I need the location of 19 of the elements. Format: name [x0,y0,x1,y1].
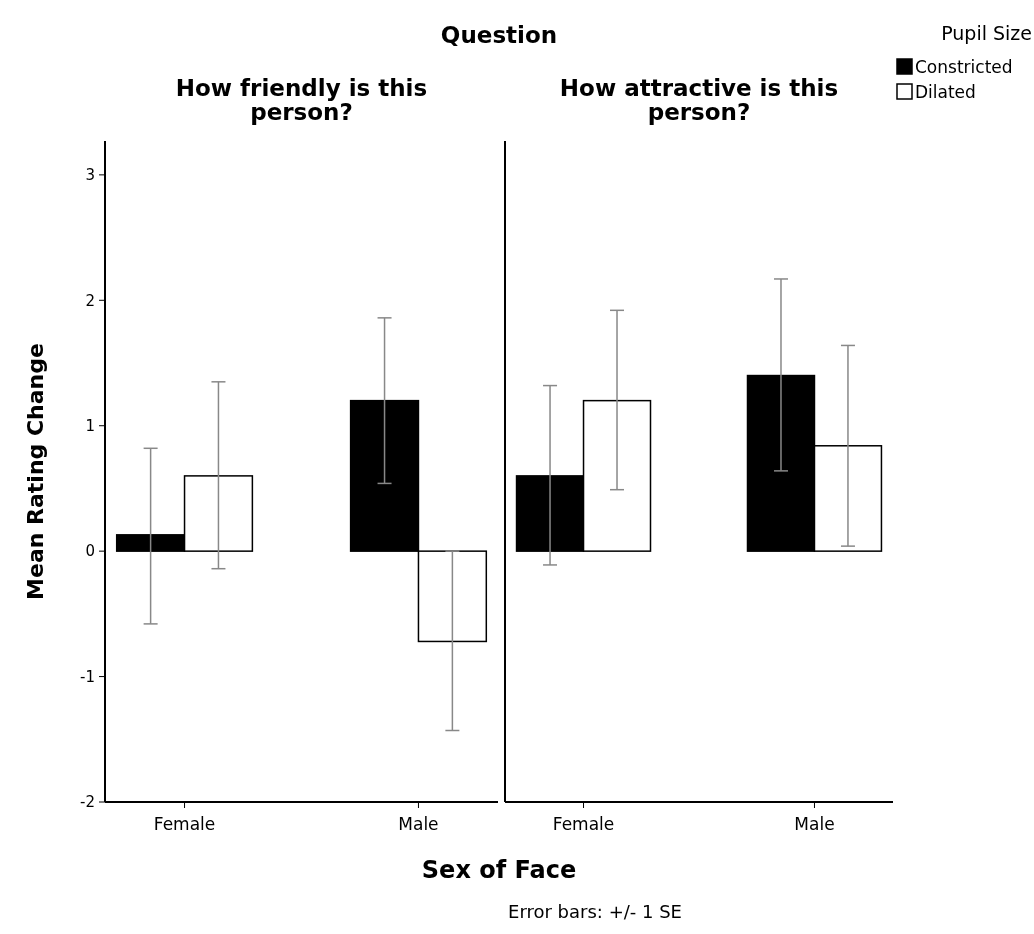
y-axis-title: Mean Rating Change [23,343,48,600]
legend-label: Constricted [915,57,1013,77]
x-tick-label: Male [398,814,439,834]
y-tick-label: -1 [80,667,95,686]
legend-label: Dilated [915,82,976,102]
y-tick-label: -2 [80,793,95,812]
y-tick-label: 2 [85,291,95,310]
chart-title: How attractive is this person? [559,75,839,125]
text: Question [440,22,558,48]
y-tick-label: 0 [85,542,95,561]
legend-title: Pupil Size [941,22,1032,44]
x-tick-label: Female [153,814,216,834]
text: Error bars: +/- 1 SE [508,901,682,922]
x-tick-label: Female [552,814,615,834]
x-tick-label: Male [794,814,835,834]
y-tick-label: 1 [85,416,95,435]
y-tick-label: 3 [85,166,95,185]
x-axis-title: Sex of Face [421,856,577,884]
chart-title: How friendly is this person? [175,75,428,125]
